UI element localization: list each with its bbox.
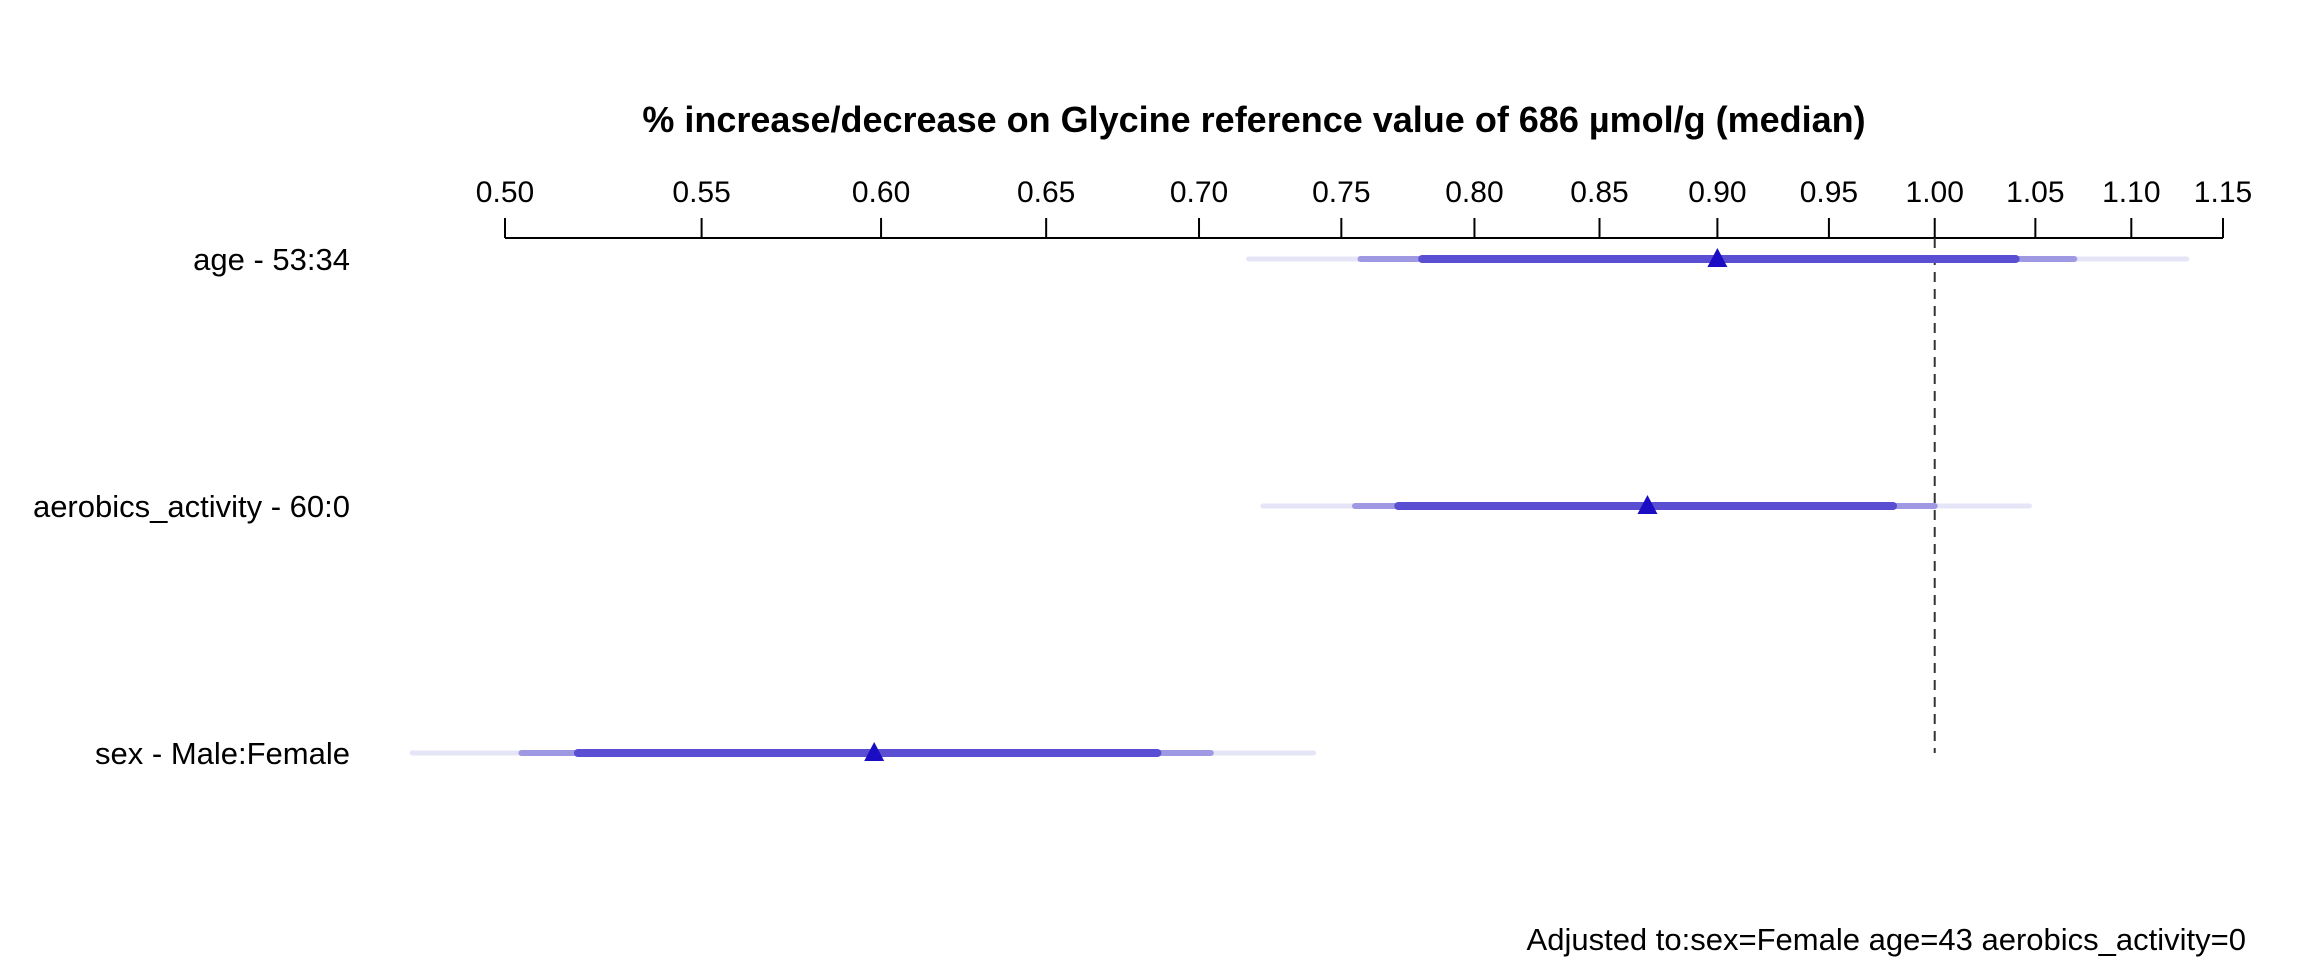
x-tick-label: 0.55 bbox=[672, 176, 730, 209]
adjustment-footnote: Adjusted to:sex=Female age=43 aerobics_a… bbox=[1527, 922, 2246, 957]
x-axis: 0.50 0.55 0.60 0.65 0.70 0.75 0.80 0.85 0.90 0.95… bbox=[476, 176, 2252, 239]
interval-row: aerobics_activity - 60:0 bbox=[33, 489, 2032, 524]
row-label: sex - Male:Female bbox=[95, 736, 350, 771]
x-tick-label: 1.15 bbox=[2194, 176, 2252, 209]
x-tick-label: 0.70 bbox=[1170, 176, 1228, 209]
x-tick-label: 1.10 bbox=[2102, 176, 2160, 209]
estimate-marker bbox=[864, 742, 885, 761]
x-tick-label: 0.80 bbox=[1445, 176, 1503, 209]
row-label: aerobics_activity - 60:0 bbox=[33, 489, 350, 524]
x-tick-label: 0.60 bbox=[852, 176, 910, 209]
x-tick-label: 0.85 bbox=[1570, 176, 1628, 209]
x-tick-label: 0.95 bbox=[1800, 176, 1858, 209]
interval-row: age - 53:34 bbox=[193, 242, 2190, 277]
x-tick-label: 0.65 bbox=[1017, 176, 1075, 209]
x-tick-label: 0.50 bbox=[476, 176, 534, 209]
x-tick-label: 0.90 bbox=[1688, 176, 1746, 209]
chart-title: % increase/decrease on Glycine reference… bbox=[642, 99, 1865, 140]
row-label: age - 53:34 bbox=[193, 242, 350, 277]
interval-row: sex - Male:Female bbox=[95, 736, 1317, 771]
x-tick-label: 0.75 bbox=[1312, 176, 1370, 209]
estimate-marker bbox=[1707, 248, 1728, 267]
x-tick-label: 1.00 bbox=[1906, 176, 1964, 209]
estimate-marker bbox=[1637, 495, 1658, 514]
x-tick-label: 1.05 bbox=[2006, 176, 2064, 209]
interval-rows: age - 53:34 aerobics_activity - 60:0 sex -… bbox=[33, 242, 2190, 771]
